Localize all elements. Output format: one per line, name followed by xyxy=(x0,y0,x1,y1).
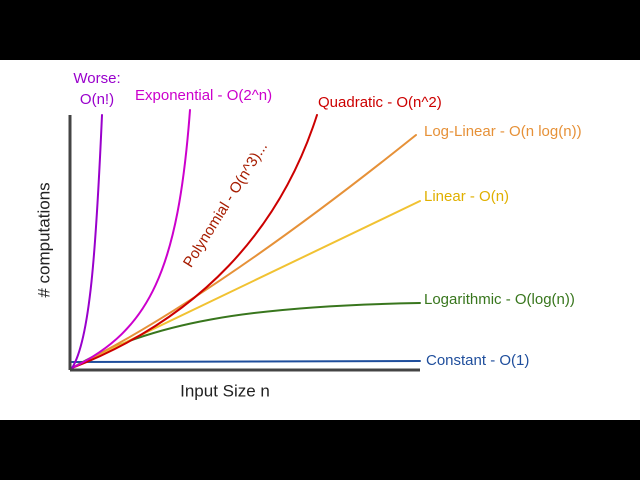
x-axis-label: Input Size n xyxy=(180,381,270,400)
quadratic-curve xyxy=(71,114,318,369)
factorial-sublabel: O(n!) xyxy=(80,91,114,108)
factorial-label: Worse: xyxy=(73,70,120,87)
axes xyxy=(68,115,420,372)
y-axis-label: # computations xyxy=(34,182,53,297)
chart-background xyxy=(0,60,640,420)
log-linear-label: Log-Linear - O(n log(n)) xyxy=(424,123,582,140)
logarithmic-label: Logarithmic - O(log(n)) xyxy=(424,291,575,308)
top-bar xyxy=(0,0,640,60)
quadratic-label: Quadratic - O(n^2) xyxy=(318,94,442,111)
exponential-label: Exponential - O(2^n) xyxy=(135,87,272,104)
factorial-curve xyxy=(71,114,103,369)
bottom-bar xyxy=(0,420,640,480)
linear-label: Linear - O(n) xyxy=(424,188,509,205)
curves xyxy=(71,109,421,369)
exponential-curve xyxy=(71,109,191,369)
constant-curve xyxy=(71,360,421,363)
constant-label: Constant - O(1) xyxy=(426,352,529,369)
log-linear-curve xyxy=(71,134,417,369)
